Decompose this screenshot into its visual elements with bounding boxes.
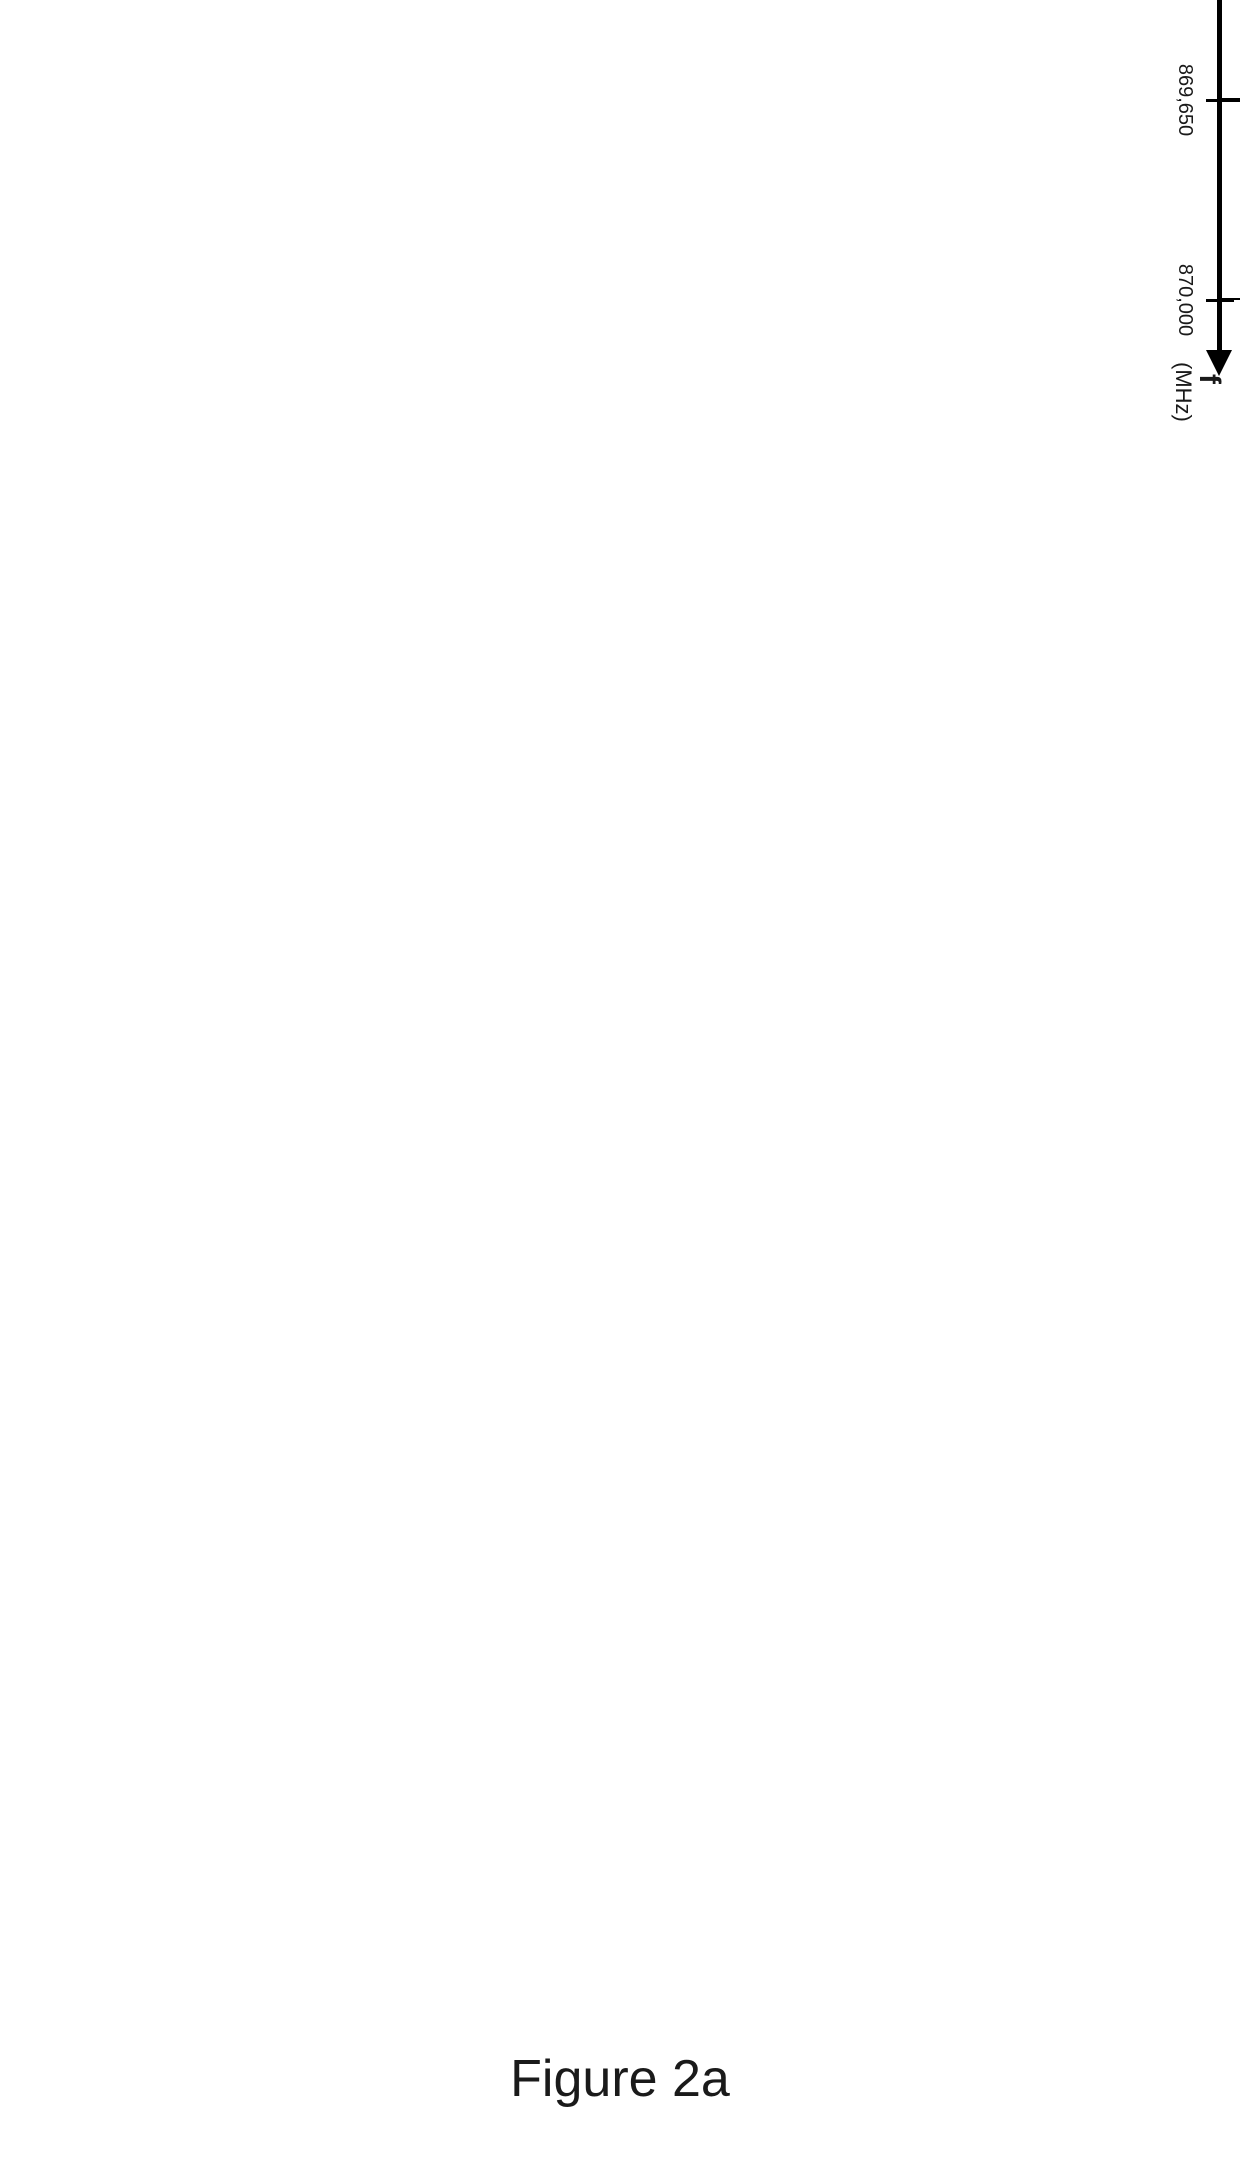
figure-caption: Figure 2a: [510, 2049, 730, 2109]
x-tick-label: 869,650: [1173, 64, 1196, 136]
x-tick-label: 870,000: [1173, 264, 1196, 336]
page: 1025500P (mW)863,000868,000868,600868,70…: [0, 0, 1240, 2169]
spectrum-chart: 1025500P (mW)863,000868,000868,600868,70…: [1160, 0, 1240, 360]
band-bar: [1220, 0, 1240, 100]
band-duty-label: 1%: [1234, 174, 1240, 226]
x-axis-label-unit: (MHz): [1170, 362, 1196, 422]
x-axis-arrow: [1206, 350, 1232, 376]
x-axis-label-f: f: [1192, 374, 1226, 384]
chart-container: 1025500P (mW)863,000868,000868,600868,70…: [0, 360, 1160, 1060]
